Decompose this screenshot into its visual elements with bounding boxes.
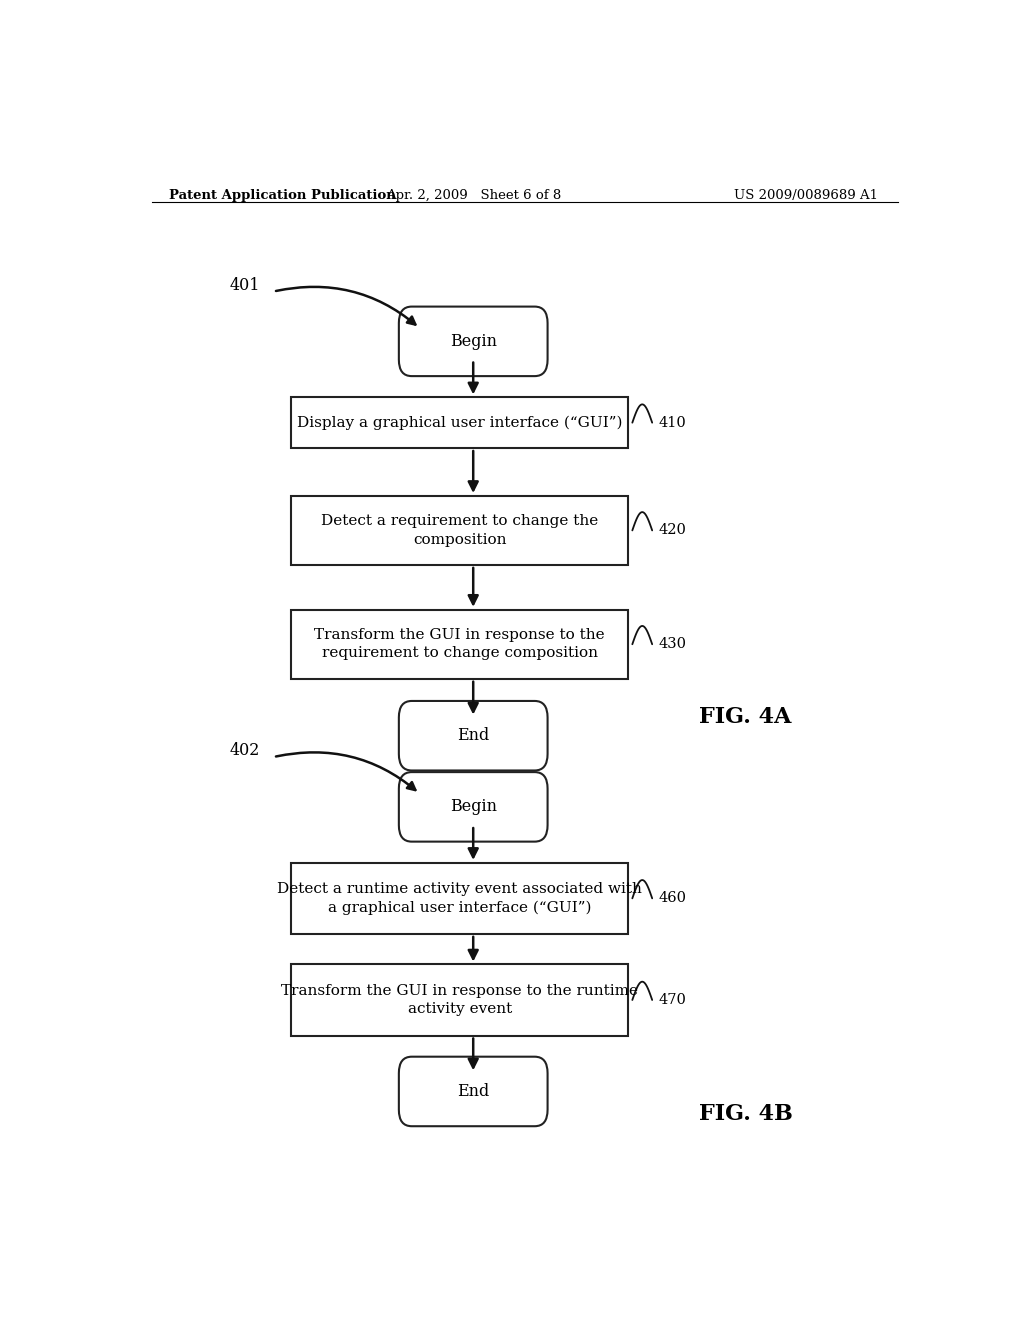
- Text: 470: 470: [658, 993, 686, 1007]
- Text: FIG. 4A: FIG. 4A: [699, 706, 792, 729]
- FancyBboxPatch shape: [399, 701, 548, 771]
- Text: Transform the GUI in response to the
requirement to change composition: Transform the GUI in response to the req…: [314, 628, 605, 660]
- Text: 402: 402: [229, 742, 260, 759]
- FancyBboxPatch shape: [399, 306, 548, 376]
- Text: End: End: [457, 1082, 489, 1100]
- FancyBboxPatch shape: [399, 772, 548, 842]
- Text: 430: 430: [658, 638, 686, 651]
- Text: Detect a requirement to change the
composition: Detect a requirement to change the compo…: [322, 515, 598, 546]
- Text: Apr. 2, 2009   Sheet 6 of 8: Apr. 2, 2009 Sheet 6 of 8: [386, 189, 561, 202]
- Text: Detect a runtime activity event associated with
a graphical user interface (“GUI: Detect a runtime activity event associat…: [278, 882, 642, 915]
- Text: 460: 460: [658, 891, 686, 906]
- Text: Transform the GUI in response to the runtime
activity event: Transform the GUI in response to the run…: [282, 983, 638, 1016]
- FancyBboxPatch shape: [399, 1057, 548, 1126]
- Text: US 2009/0089689 A1: US 2009/0089689 A1: [734, 189, 878, 202]
- Text: Begin: Begin: [450, 799, 497, 816]
- Bar: [291, 496, 629, 565]
- Text: Display a graphical user interface (“GUI”): Display a graphical user interface (“GUI…: [297, 416, 623, 430]
- Text: 401: 401: [229, 277, 260, 294]
- Text: 420: 420: [658, 524, 686, 537]
- Bar: [291, 863, 629, 935]
- Text: FIG. 4B: FIG. 4B: [699, 1102, 794, 1125]
- Text: End: End: [457, 727, 489, 744]
- Bar: [291, 965, 629, 1036]
- Text: 410: 410: [658, 416, 686, 430]
- Text: Begin: Begin: [450, 333, 497, 350]
- Bar: [291, 397, 629, 447]
- Bar: [291, 610, 629, 678]
- Text: Patent Application Publication: Patent Application Publication: [169, 189, 396, 202]
